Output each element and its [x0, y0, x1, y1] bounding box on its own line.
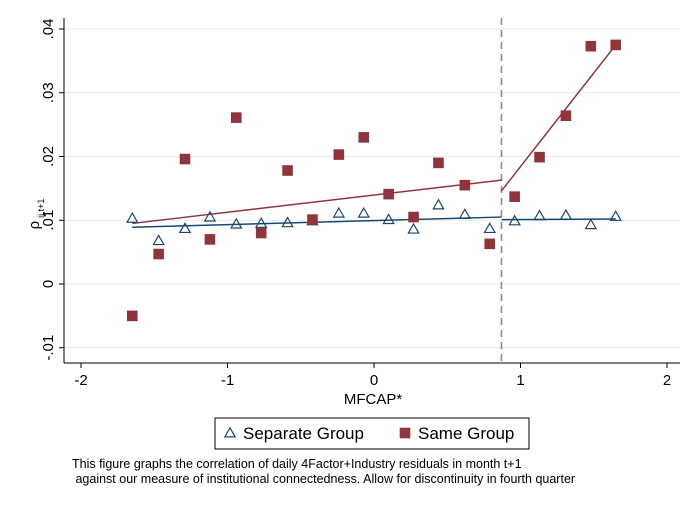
x-tick-label: 1	[516, 372, 524, 389]
separate-group-point	[382, 213, 395, 225]
y-tick-label: .04	[40, 19, 57, 40]
same-group-point	[282, 165, 293, 176]
fit-line	[132, 179, 502, 225]
legend-box	[214, 417, 530, 450]
same-group-point	[307, 214, 318, 225]
same-group-point	[383, 188, 394, 200]
x-tick-label: 0	[370, 372, 378, 389]
gridlines	[64, 28, 680, 349]
separate-group-point	[559, 208, 573, 220]
same-group-point	[560, 110, 572, 121]
legend-label: Separate Group	[243, 424, 364, 443]
same-group-point	[204, 234, 216, 245]
separate-group-point	[332, 206, 346, 218]
tick-labels: -.01 0 .01 .02 .03 .04 -2 -1 0 1 2	[40, 19, 671, 389]
legend: Separate Group Same Group	[214, 417, 530, 450]
same-group-point	[408, 211, 419, 223]
fit-line	[500, 44, 617, 192]
separate-group-point	[508, 214, 521, 226]
same-group-point	[358, 132, 370, 143]
y-axis-title-subscript: ij,t+1	[36, 199, 46, 218]
y-axis-title-main: ρ	[26, 221, 43, 230]
x-tick-label: -1	[221, 372, 234, 389]
same-group-point	[509, 191, 520, 202]
separate-group-point	[458, 208, 472, 220]
figure-caption: This figure graphs the correlation of da…	[72, 457, 692, 487]
same-group-point	[153, 248, 164, 260]
separate-group-point	[432, 198, 445, 210]
same-group-point	[484, 238, 496, 250]
same-group-point	[585, 40, 597, 52]
y-tick-label: .03	[40, 82, 57, 103]
x-tick-label: 2	[663, 372, 671, 389]
x-axis-title: MFCAP*	[344, 391, 403, 408]
same-group-point	[333, 149, 345, 160]
separate-group-point	[178, 222, 192, 234]
separate-group-point	[483, 222, 496, 234]
caption-line-1: This figure graphs the correlation of da…	[72, 457, 522, 471]
same-group-point	[230, 112, 242, 123]
separate-group-point	[407, 222, 420, 234]
fit-line	[501, 218, 616, 221]
separate-group-point	[609, 210, 622, 221]
caption-line-2: against our measure of institutional con…	[72, 472, 576, 486]
separate-group-point	[126, 211, 139, 223]
data-points	[126, 39, 622, 322]
separate-group-point	[254, 217, 268, 228]
y-tick-label: .02	[40, 146, 57, 167]
separate-group-point	[584, 218, 598, 230]
separate-group-point	[230, 217, 243, 229]
separate-group-point	[533, 209, 546, 221]
y-tick-label: -.01	[40, 335, 57, 361]
y-tick-label: .01	[40, 210, 57, 231]
legend-marker-same-group	[399, 427, 411, 439]
same-group-point	[459, 179, 471, 191]
y-axis-title: ρ ij,t+1	[26, 199, 46, 230]
separate-group-point	[152, 234, 165, 246]
legend-marker-separate-group	[223, 426, 237, 438]
same-group-point	[534, 151, 545, 163]
separate-group-point	[203, 210, 217, 222]
x-tick-label: -2	[74, 372, 87, 389]
y-tick-label: 0	[40, 280, 57, 288]
same-group-point	[179, 153, 191, 165]
same-group-point	[433, 157, 444, 169]
same-group-point	[255, 227, 267, 239]
fit-lines	[132, 44, 617, 229]
same-group-point	[126, 310, 138, 322]
separate-group-point	[357, 206, 370, 218]
legend-label: Same Group	[418, 424, 514, 443]
separate-group-point	[281, 216, 294, 228]
axes	[59, 18, 680, 368]
same-group-point	[610, 39, 622, 51]
